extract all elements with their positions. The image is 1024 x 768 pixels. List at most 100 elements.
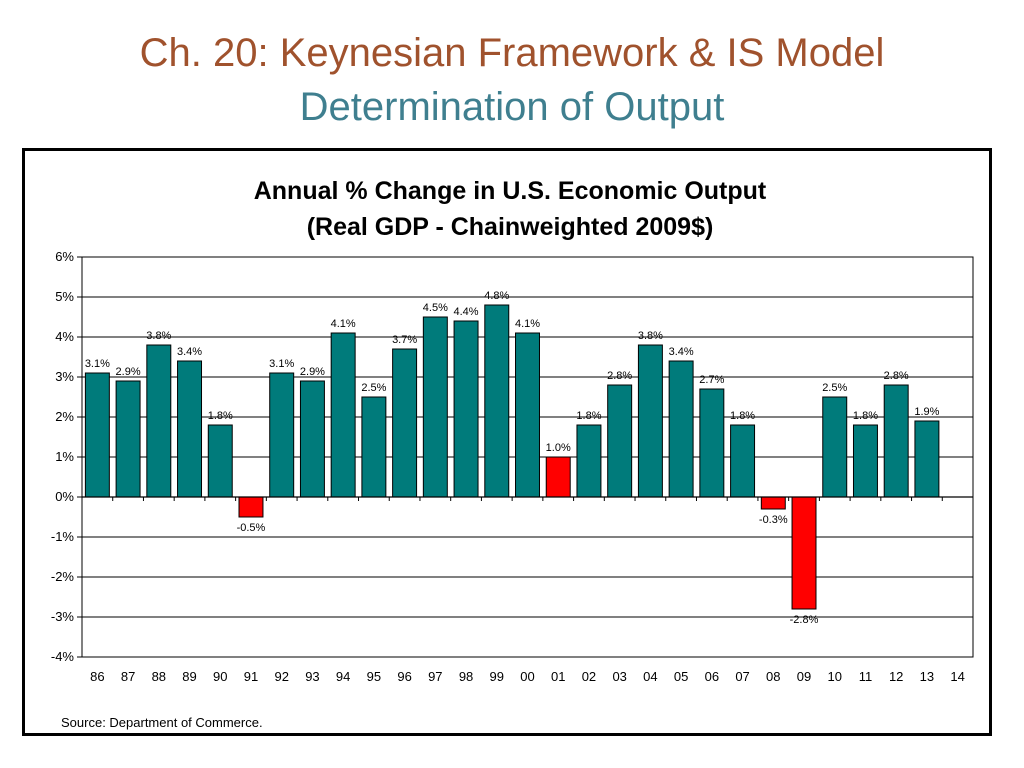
data-label-96: 3.7% [392,334,417,346]
data-label-01: 1.0% [546,442,571,454]
data-label-03: 2.8% [607,370,632,382]
data-label-97: 4.5% [423,302,448,314]
bar-87 [115,380,141,498]
data-label-04: 3.8% [638,330,663,342]
bar-88 [146,344,172,498]
y-tick-label: -3% [51,609,75,624]
slide-subtitle: Determination of Output [299,85,725,129]
bar-12 [883,384,909,498]
y-tick-label: 4% [55,329,74,344]
chart-title-line-2: (Real GDP - Chainweighted 2009$) [307,213,714,241]
bar-layer [84,304,940,610]
bar-97 [422,316,448,498]
x-tick-label-13: 13 [920,669,934,684]
data-label-12: 2.8% [884,370,909,382]
label-layer: 3.1% 2.9% 3.8% 3.4% 1.8% -0.5% 3.1% 2.9% 4.1% 2.5… [85,290,940,626]
data-label-93: 2.9% [300,366,325,378]
data-label-89: 3.4% [177,346,202,358]
x-tick-label-03: 03 [612,669,626,684]
bar-91 [238,496,264,518]
x-tick-label-01: 01 [551,669,565,684]
y-tick-label: -4% [51,649,75,664]
slide-title: Ch. 20: Keynesian Framework & IS Model [139,31,885,75]
bar-chart: Annual % Change in U.S. Economic Output … [51,177,974,730]
x-tick-label-12: 12 [889,669,903,684]
y-tick-label: 0% [55,489,74,504]
x-tick-label-95: 95 [367,669,381,684]
bar-11 [852,424,878,498]
bar-05 [668,360,694,498]
x-tick-label-10: 10 [828,669,842,684]
data-label-87: 2.9% [116,366,141,378]
data-label-08: -0.3% [759,514,788,526]
chart-frame: Annual % Change in U.S. Economic Output … [22,148,992,736]
x-tick-label-04: 04 [643,669,657,684]
bar-92 [269,372,295,498]
bar-02 [576,424,602,498]
bar-08 [760,496,786,510]
x-tick-label-05: 05 [674,669,688,684]
data-label-91: -0.5% [237,522,266,534]
x-tick-label-08: 08 [766,669,780,684]
x-tick-label-02: 02 [582,669,596,684]
data-label-09: -2.8% [790,614,819,626]
data-label-95: 2.5% [361,382,386,394]
x-tick-label-14: 14 [950,669,964,684]
bar-13 [914,420,940,498]
bar-96 [392,348,418,498]
x-tick-label-11: 11 [859,669,873,684]
bar-01 [545,456,571,498]
x-tick-label-06: 06 [705,669,719,684]
data-label-13: 1.9% [914,406,939,418]
x-tick-label-97: 97 [428,669,442,684]
data-label-88: 3.8% [146,330,171,342]
bar-95 [361,396,387,498]
y-tick-label: 6% [55,249,74,264]
bar-86 [84,372,110,498]
bar-09 [791,496,817,610]
x-tick-label-91: 91 [244,669,258,684]
x-tick-label-98: 98 [459,669,473,684]
x-tick-label-86: 86 [90,669,104,684]
bar-94 [330,332,356,498]
data-label-07: 1.8% [730,410,755,422]
y-tick-label: -2% [51,569,75,584]
y-tick-label: -1% [51,529,75,544]
x-tick-label-90: 90 [213,669,227,684]
data-label-98: 4.4% [454,306,479,318]
data-label-90: 1.8% [208,410,233,422]
bar-98 [453,320,479,498]
y-tick-label: 2% [55,409,74,424]
axis-layer: -4% -3% -2% -1% 0% 1% 2% 3% 4% 5% 6% 86 87 88 89 90 91 92… [51,249,973,684]
data-label-05: 3.4% [669,346,694,358]
x-tick-label-94: 94 [336,669,350,684]
bar-90 [207,424,233,498]
y-tick-label: 5% [55,289,74,304]
x-tick-label-99: 99 [490,669,504,684]
x-tick-label-96: 96 [397,669,411,684]
bar-06 [699,388,725,498]
data-label-86: 3.1% [85,358,110,370]
x-tick-label-93: 93 [305,669,319,684]
x-tick-label-09: 09 [797,669,811,684]
bar-89 [177,360,203,498]
y-tick-label: 3% [55,369,74,384]
data-label-11: 1.8% [853,410,878,422]
data-label-99: 4.8% [484,290,509,302]
bar-03 [607,384,633,498]
y-tick-label: 1% [55,449,74,464]
bar-93 [299,380,325,498]
chart-title-line-1: Annual % Change in U.S. Economic Output [254,177,767,205]
data-label-00: 4.1% [515,318,540,330]
bar-07 [730,424,756,498]
data-label-92: 3.1% [269,358,294,370]
source-note: Source: Department of Commerce. [61,715,263,730]
x-tick-label-07: 07 [735,669,749,684]
x-tick-label-00: 00 [520,669,534,684]
data-label-06: 2.7% [699,374,724,386]
x-tick-label-92: 92 [274,669,288,684]
bar-99 [484,304,510,498]
x-tick-label-89: 89 [182,669,196,684]
bar-10 [822,396,848,498]
x-tick-label-87: 87 [121,669,135,684]
